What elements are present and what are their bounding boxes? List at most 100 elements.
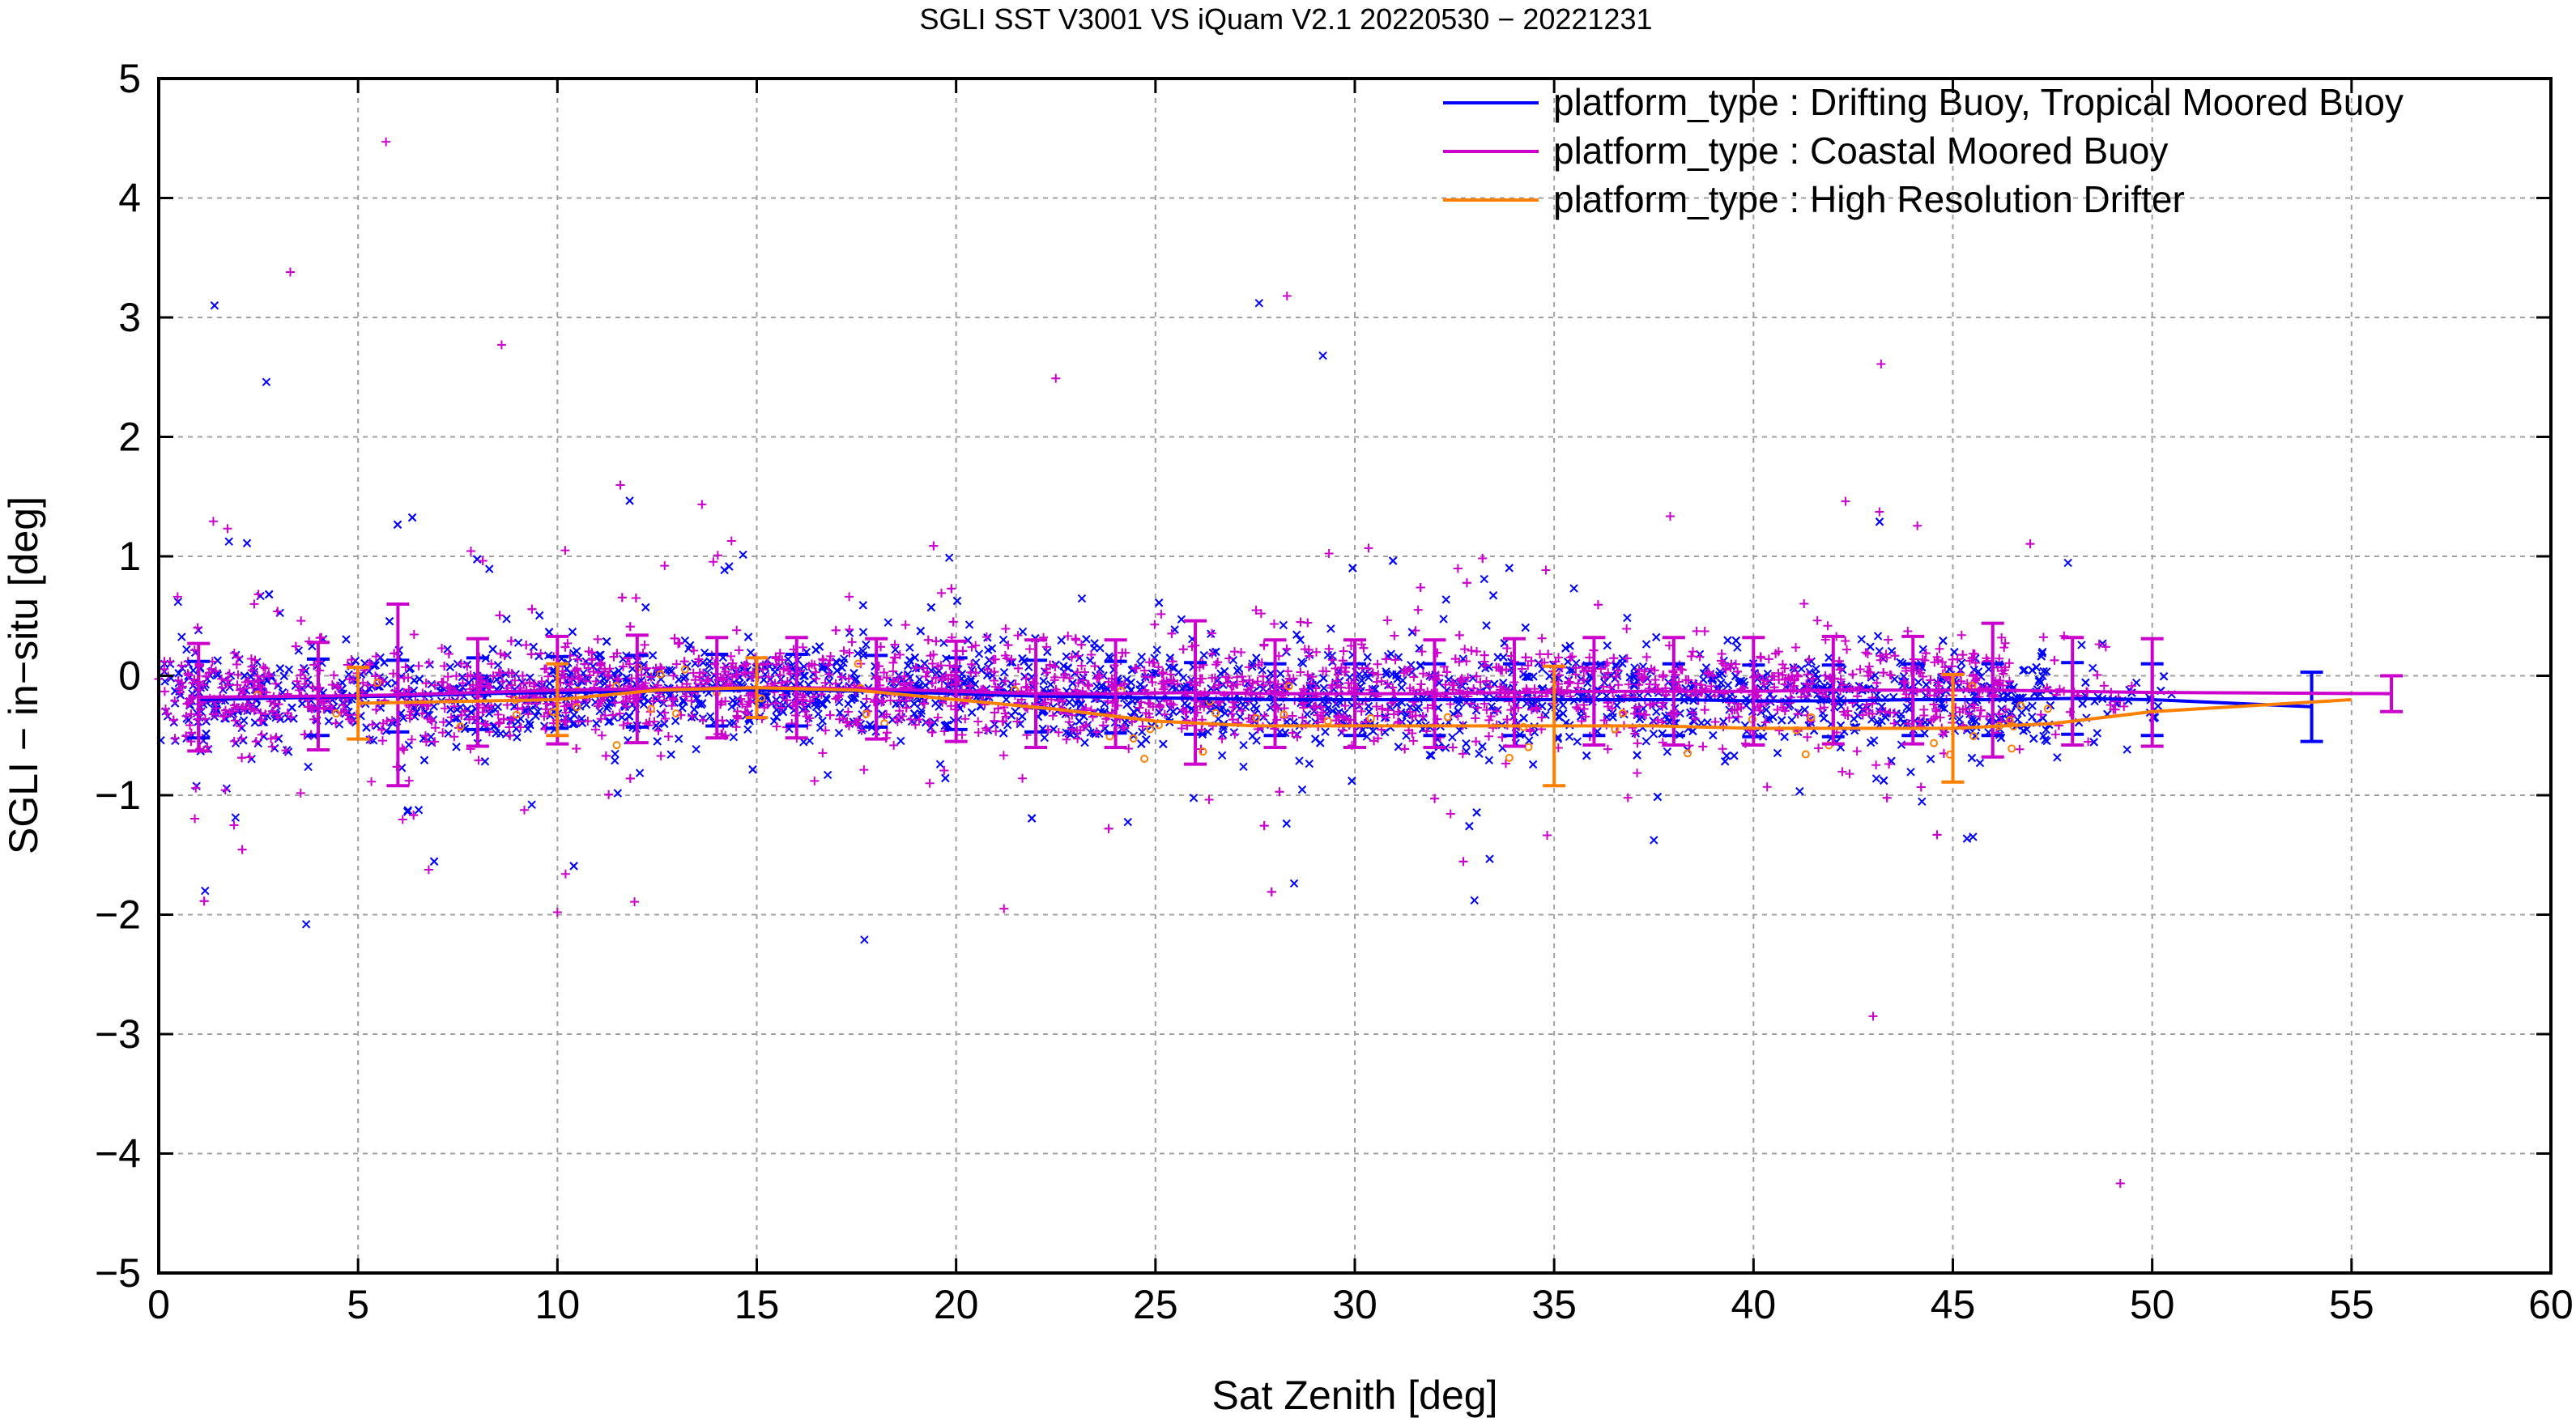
scatter-point-drifting-buoy <box>952 596 962 606</box>
scatter-point-drifting-buoy <box>1969 832 1978 841</box>
scatter-point-drifting-buoy <box>242 539 252 547</box>
scatter-point-drifting-buoy <box>1441 595 1450 604</box>
scatter-point-drifting-buoy <box>1969 665 1978 675</box>
scatter-point-drifting-buoy <box>624 712 634 721</box>
scatter-point-drifting-buoy <box>1623 613 1632 623</box>
scatter-point-drifting-buoy <box>834 728 844 738</box>
scatter-point-drifting-buoy <box>529 642 539 651</box>
scatter-point-drifting-buoy <box>1485 854 1494 863</box>
scatter-point-drifting-buoy <box>291 681 300 691</box>
scatter-point-drifting-buoy <box>1279 620 1288 630</box>
scatter-point-drifting-buoy <box>1599 678 1609 688</box>
scatter-point-drifting-buoy <box>1971 717 1980 726</box>
scatter-point-drifting-buoy <box>1348 777 1356 786</box>
scatter-point-drifting-buoy <box>1252 736 1261 745</box>
scatter-point-drifting-buoy <box>746 648 756 658</box>
scatter-point-drifting-buoy <box>705 712 715 721</box>
scatter-point-drifting-buoy <box>480 757 490 766</box>
scatter-point-drifting-buoy <box>1177 615 1186 624</box>
scatter-point-drifting-buoy <box>1319 683 1329 692</box>
scatter-point-drifting-buoy <box>1784 702 1793 711</box>
scatter-point-drifting-buoy <box>572 646 581 656</box>
scatter-point-drifting-buoy <box>445 662 454 671</box>
scatter-point-drifting-buoy <box>1427 751 1436 760</box>
scatter-point-drifting-buoy <box>2153 701 2163 711</box>
scatter-point-drifting-buoy <box>1795 786 1804 796</box>
scatter-point-drifting-buoy <box>1282 819 1291 828</box>
scatter-point-drifting-buoy <box>1386 649 1395 658</box>
scatter-point-drifting-buoy <box>884 618 892 627</box>
scatter-point-drifting-buoy <box>284 665 294 674</box>
scatter-point-drifting-buoy <box>222 784 232 793</box>
scatter-point-drifting-buoy <box>935 702 943 711</box>
scatter-point-drifting-buoy <box>239 716 249 725</box>
scatter-point-drifting-buoy <box>858 628 868 636</box>
scatter-point-drifting-buoy <box>680 672 690 681</box>
scatter-point-drifting-buoy <box>1937 699 1946 709</box>
scatter-point-drifting-buoy <box>1521 623 1530 632</box>
scatter-point-drifting-buoy <box>799 738 808 747</box>
scatter-point-drifting-buoy <box>858 601 868 610</box>
scatter-point-drifting-buoy <box>1739 677 1748 687</box>
scatter-point-drifting-buoy <box>739 550 747 560</box>
scatter-point-drifting-buoy <box>963 636 973 645</box>
scatter-point-drifting-buoy <box>1369 726 1377 736</box>
scatter-point-drifting-buoy <box>604 717 613 726</box>
scatter-point-drifting-buoy <box>1080 738 1089 747</box>
scatter-point-drifting-buoy <box>1062 652 1071 661</box>
scatter-point-drifting-buoy <box>1086 728 1095 737</box>
scatter-point-drifting-buoy <box>592 719 601 728</box>
scatter-point-drifting-buoy <box>832 666 841 675</box>
scatter-point-drifting-buoy <box>967 708 977 717</box>
scatter-point-drifting-buoy <box>648 651 658 660</box>
scatter-point-drifting-buoy <box>1573 737 1582 746</box>
scatter-point-drifting-buoy <box>1462 739 1471 748</box>
scatter-point-drifting-buoy <box>1688 726 1697 736</box>
scatter-point-drifting-buoy <box>523 724 533 734</box>
scatter-point-drifting-buoy <box>641 602 650 612</box>
scatter-point-drifting-buoy <box>1703 717 1712 727</box>
scatter-point-drifting-buoy <box>2093 729 2101 738</box>
scatter-point-drifting-buoy <box>1455 726 1464 735</box>
scatter-point-drifting-buoy <box>300 663 309 673</box>
scatter-point-drifting-buoy <box>2028 666 2037 675</box>
scatter-point-drifting-buoy <box>1478 742 1487 751</box>
scatter-point-drifting-buoy <box>1075 717 1084 726</box>
scatter-point-drifting-buoy <box>1914 678 1923 687</box>
scatter-point-drifting-buoy <box>511 670 521 679</box>
scatter-point-drifting-buoy <box>492 729 500 738</box>
scatter-point-drifting-buoy <box>344 670 353 679</box>
scatter-point-drifting-buoy <box>1730 751 1739 760</box>
scatter-point-drifting-buoy <box>534 707 543 716</box>
scatter-point-drifting-buoy <box>926 666 936 675</box>
scatter-point-drifting-buoy <box>527 800 536 809</box>
scatter-point-drifting-buoy <box>839 658 848 667</box>
scatter-point-drifting-buoy <box>1663 747 1672 756</box>
scatter-point-drifting-buoy <box>1554 712 1563 722</box>
scatter-point-drifting-buoy <box>1382 667 1390 676</box>
scatter-point-drifting-buoy <box>1258 666 1267 675</box>
scatter-point-drifting-buoy <box>1756 707 1765 717</box>
scatter-point-drifting-buoy <box>686 641 695 650</box>
scatter-point-drifting-buoy <box>656 709 665 718</box>
scatter-point-drifting-buoy <box>1850 714 1859 723</box>
scatter-point-drifting-buoy <box>1906 768 1915 777</box>
scatter-point-drifting-buoy <box>513 638 523 647</box>
scatter-point-drifting-buoy <box>1297 658 1306 666</box>
scatter-point-drifting-buoy <box>569 710 579 720</box>
scatter-point-drifting-buoy <box>1217 751 1227 760</box>
scatter-point-drifting-buoy <box>1650 836 1658 845</box>
scatter-point-drifting-buoy <box>1565 732 1574 742</box>
scatter-point-drifting-buoy <box>974 649 984 658</box>
scatter-point-drifting-buoy <box>1082 635 1091 644</box>
scatter-point-drifting-buoy <box>1018 627 1028 636</box>
scatter-point-drifting-buoy <box>2028 701 2037 710</box>
scatter-point-drifting-buoy <box>1765 714 1773 724</box>
scatter-point-drifting-buoy <box>1357 675 1366 685</box>
scatter-point-drifting-buoy <box>905 673 914 682</box>
scatter-point-drifting-buoy <box>1090 639 1099 648</box>
scatter-point-drifting-buoy <box>360 658 369 668</box>
scatter-point-drifting-buoy <box>182 645 191 654</box>
scatter-point-drifting-buoy <box>639 700 649 709</box>
scatter-point-drifting-buoy <box>2017 708 2026 717</box>
